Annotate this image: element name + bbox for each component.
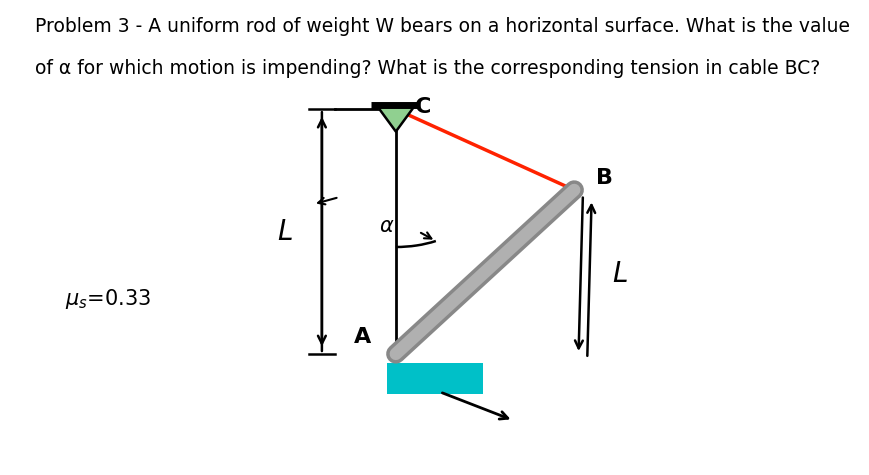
Text: B: B [595, 168, 613, 188]
Text: $\alpha$: $\alpha$ [379, 216, 395, 236]
Text: of α for which motion is impending? What is the corresponding tension in cable B: of α for which motion is impending? What… [35, 59, 819, 78]
Text: L: L [277, 218, 293, 246]
Text: Problem 3 - A uniform rod of weight W bears on a horizontal surface. What is the: Problem 3 - A uniform rod of weight W be… [35, 17, 849, 36]
Bar [387, 363, 482, 394]
Text: C: C [415, 97, 431, 117]
Text: $\mu_s$=0.33: $\mu_s$=0.33 [65, 287, 151, 311]
Polygon shape [376, 105, 415, 132]
Text: A: A [354, 327, 371, 347]
Text: L: L [612, 260, 627, 288]
